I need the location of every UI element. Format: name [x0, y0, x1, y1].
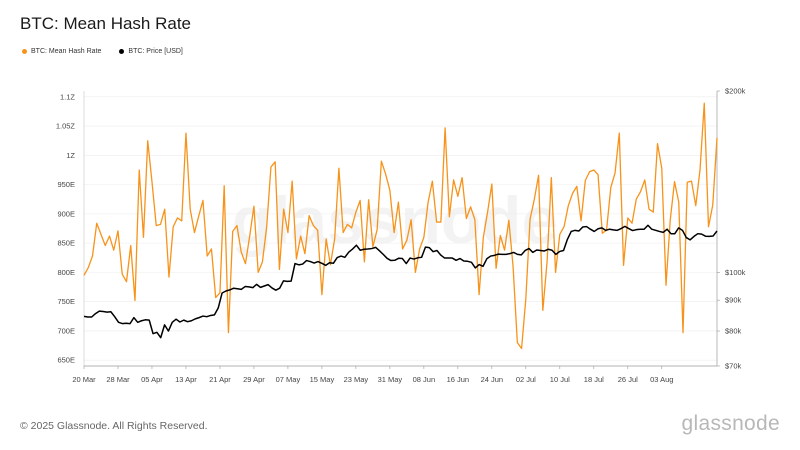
chart-title: BTC: Mean Hash Rate — [20, 14, 192, 33]
x-tick-label: 29 Apr — [243, 375, 265, 384]
x-tick-label: 13 Apr — [175, 375, 197, 384]
y-left-tick-label: 900E — [57, 209, 75, 218]
x-tick-label: 20 Mar — [72, 375, 96, 384]
y-left-tick-label: 800E — [57, 268, 75, 277]
y-right-tick-label: $90k — [725, 296, 742, 305]
x-tick-label: 24 Jun — [481, 375, 504, 384]
chart-legend: BTC: Mean Hash Rate BTC: Price [USD] — [22, 48, 183, 55]
y-left-tick-label: 750E — [57, 297, 75, 306]
x-tick-label: 18 Jul — [584, 375, 604, 384]
x-tick-label: 16 Jun — [447, 375, 470, 384]
x-tick-label: 10 Jul — [550, 375, 570, 384]
x-tick-label: 05 Apr — [141, 375, 163, 384]
glassnode-logo: glassnode — [681, 412, 780, 435]
x-tick-label: 23 May — [344, 375, 369, 384]
y-right-tick-label: $200k — [725, 87, 746, 96]
legend-dot-hash-rate — [22, 49, 27, 54]
y-right-tick-label: $80k — [725, 327, 742, 336]
price-line — [83, 224, 718, 339]
y-right-tick-label: $100k — [725, 268, 746, 277]
y-left-tick-label: 1.05Z — [56, 122, 76, 131]
x-tick-label: 21 Apr — [209, 375, 231, 384]
legend-label-price: BTC: Price [USD] — [128, 48, 183, 55]
y-left-tick-label: 700E — [57, 326, 75, 335]
x-tick-label: 26 Jul — [618, 375, 638, 384]
y-right-tick-label: $70k — [725, 362, 742, 371]
chart-series — [83, 102, 718, 350]
x-tick-label: 31 May — [378, 375, 403, 384]
x-tick-label: 15 May — [310, 375, 335, 384]
hash-rate-line — [83, 102, 718, 350]
chart-axes — [83, 90, 720, 369]
chart-tick-labels: 650E 700E 750E 800E 850E 900E 950E 1Z 1.05Z 1.1Z $… — [56, 87, 746, 385]
y-left-tick-label: 850E — [57, 239, 75, 248]
x-tick-label: 28 Mar — [106, 375, 130, 384]
x-tick-label: 02 Jul — [516, 375, 536, 384]
legend-item-price[interactable]: BTC: Price [USD] — [119, 48, 183, 55]
legend-item-hash-rate[interactable]: BTC: Mean Hash Rate — [22, 48, 101, 55]
y-left-tick-label: 1Z — [66, 151, 75, 160]
x-tick-label: 07 May — [276, 375, 301, 384]
legend-dot-price — [119, 49, 125, 54]
legend-label-hash-rate: BTC: Mean Hash Rate — [31, 48, 102, 55]
x-tick-label: 03 Aug — [650, 375, 673, 384]
y-left-tick-label: 1.1Z — [60, 92, 75, 101]
x-tick-label: 08 Jun — [413, 375, 436, 384]
y-left-tick-label: 650E — [57, 356, 75, 365]
y-left-tick-label: 950E — [57, 180, 75, 189]
copyright-footer: © 2025 Glassnode. All Rights Reserved. — [20, 420, 208, 432]
